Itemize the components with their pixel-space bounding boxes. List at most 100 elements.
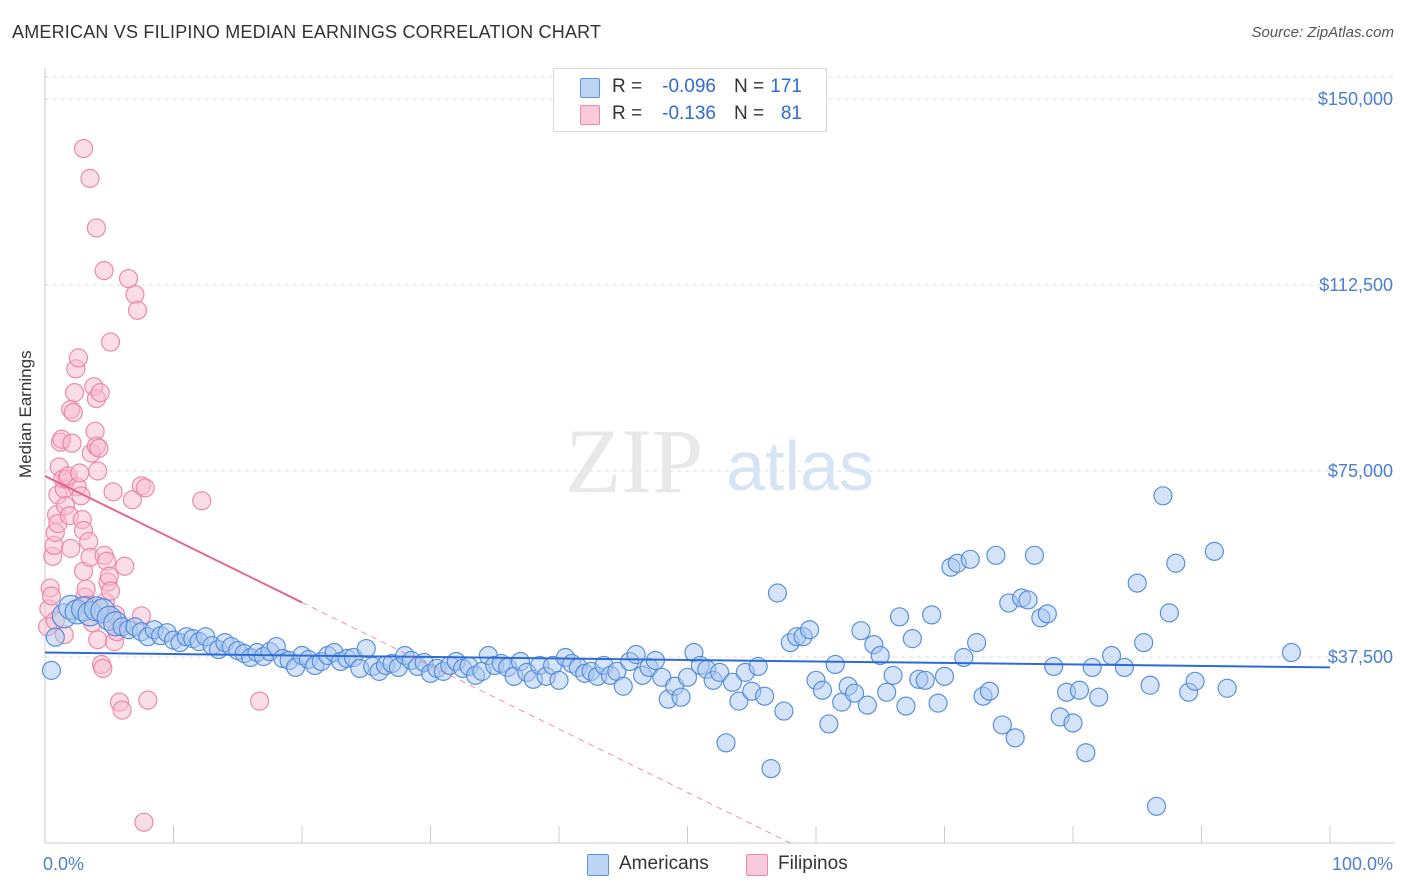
americans-point — [1069, 680, 1090, 700]
filipinos-point — [70, 463, 90, 483]
x-tick-labels: 0.0% 100.0% — [43, 854, 1393, 874]
americans-point — [928, 693, 948, 713]
americans-point — [45, 627, 65, 647]
americans-point — [1037, 604, 1057, 624]
americans-point — [922, 605, 942, 625]
americans-point — [613, 676, 633, 696]
americans-point — [677, 667, 698, 687]
legend-r-value: -0.136 — [662, 103, 716, 124]
americans-point — [671, 687, 691, 707]
filipinos-point — [76, 579, 96, 599]
americans-point — [992, 715, 1012, 735]
americans-points — [41, 486, 1302, 816]
americans-point — [1044, 656, 1064, 677]
americans-point — [1024, 545, 1045, 565]
y-tick-label: $37,500 — [1328, 647, 1393, 667]
americans-point — [954, 647, 974, 668]
filipinos-point — [100, 581, 121, 601]
americans-point — [729, 691, 749, 711]
americans-point — [934, 666, 955, 686]
filipinos-points — [37, 139, 270, 832]
americans-point — [754, 686, 775, 706]
americans-point — [356, 638, 376, 659]
filipinos-point — [68, 348, 89, 368]
legend-swatch-americans — [580, 78, 600, 98]
y-tick-label: $112,500 — [1319, 275, 1393, 295]
americans-point — [761, 758, 781, 779]
americans-point — [986, 545, 1006, 565]
y-tick-label: $150,000 — [1318, 89, 1393, 109]
bottom-legend-swatch-filipinos — [746, 854, 768, 876]
filipinos-point — [115, 556, 135, 576]
filipinos-point — [125, 284, 145, 305]
correlation-legend: R = -0.096 N = 171 R = -0.136 N = 81 — [553, 68, 827, 132]
americans-point — [819, 714, 839, 734]
americans-point — [1281, 642, 1302, 663]
americans-point — [1063, 713, 1083, 733]
filipinos-point — [90, 383, 110, 403]
filipinos-point — [88, 461, 108, 481]
filipinos-point — [62, 433, 82, 453]
filipinos-trend-line — [44, 475, 303, 604]
legend-n-value: 81 — [780, 103, 802, 124]
filipinos-point — [103, 482, 123, 502]
americans-point — [960, 549, 980, 569]
americans-point — [1082, 657, 1102, 678]
grid-lines — [45, 76, 1395, 658]
americans-point — [41, 660, 62, 680]
filipinos-point — [93, 658, 113, 679]
filipinos-point — [61, 538, 81, 558]
americans-point — [851, 621, 871, 641]
filipinos-point — [73, 139, 94, 159]
americans-point — [857, 695, 878, 715]
americans-point — [896, 696, 916, 716]
americans-point — [915, 670, 935, 690]
americans-point — [1217, 678, 1237, 698]
filipinos-point — [64, 383, 85, 403]
americans-point — [812, 680, 833, 700]
legend-n-value: 171 — [770, 76, 802, 97]
filipinos-point — [192, 491, 212, 511]
americans-point — [1134, 633, 1154, 653]
legend-row-filipinos: R = -0.136 N = 81 — [554, 101, 826, 127]
legend-row-americans: R = -0.096 N = 171 — [554, 74, 826, 100]
bottom-legend-americans: Americans — [587, 852, 727, 876]
americans-point — [549, 670, 569, 690]
filipinos-point — [41, 586, 62, 606]
americans-point — [710, 662, 730, 682]
bottom-legend-label-filipinos: Filipinos — [778, 853, 848, 874]
bottom-legend-label-americans: Americans — [619, 853, 709, 874]
americans-point — [774, 701, 794, 721]
filipinos-point — [249, 691, 270, 711]
filipinos-point — [86, 218, 107, 238]
americans-point — [1076, 743, 1096, 763]
americans-point — [1159, 603, 1179, 623]
filipinos-point — [94, 261, 114, 281]
filipinos-point — [122, 490, 142, 510]
americans-trend-line — [44, 651, 1331, 669]
americans-point — [825, 654, 845, 675]
americans-point — [870, 645, 890, 666]
filipinos-point — [100, 332, 121, 352]
americans-point — [1018, 590, 1038, 610]
filipinos-point — [63, 402, 83, 423]
americans-point — [979, 681, 1000, 701]
watermark-atlas: atlas — [726, 427, 874, 505]
filipinos-point — [88, 630, 108, 650]
americans-point — [1146, 796, 1167, 816]
trend-lines — [44, 475, 1331, 844]
americans-point — [1089, 687, 1109, 707]
source-label: Source: ZipAtlas.com — [1251, 24, 1394, 41]
americans-point — [844, 683, 865, 703]
americans-point — [1127, 573, 1147, 593]
americans-point — [1005, 728, 1025, 748]
axes — [44, 68, 1395, 844]
legend-r-label: R = — [612, 103, 643, 124]
legend-n-label: N = — [734, 103, 765, 124]
chart-title: AMERICAN VS FILIPINO MEDIAN EARNINGS COR… — [12, 22, 602, 42]
legend-swatch-filipinos — [580, 105, 600, 125]
watermark-zip: ZIP — [565, 410, 703, 512]
filipinos-point — [80, 168, 100, 188]
filipinos-point — [135, 478, 155, 498]
